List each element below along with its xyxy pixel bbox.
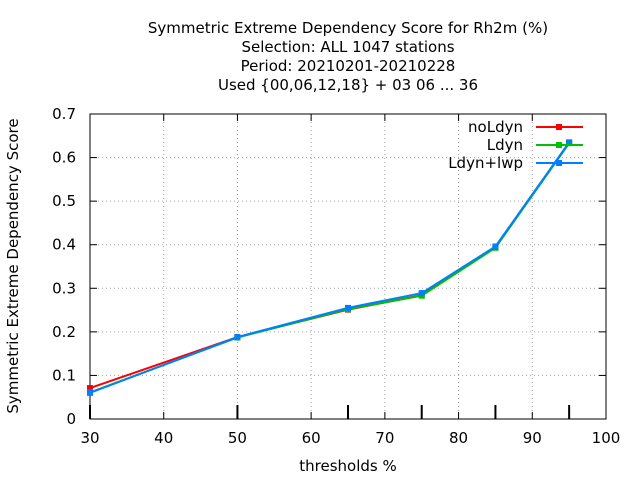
- series-line: [89, 142, 570, 394]
- data-point: [234, 334, 241, 341]
- legend-label: Ldyn+lwp: [448, 154, 523, 172]
- y-tick-label: 0.5: [52, 192, 76, 210]
- title-line-3: Period: 20210201-20210228: [241, 57, 456, 75]
- y-tick-label: 0.6: [52, 149, 76, 167]
- x-tick-label: 30: [80, 429, 99, 447]
- x-tick-label: 70: [375, 429, 394, 447]
- y-tick-label: 0.4: [52, 236, 76, 254]
- y-tick-label: 0.7: [52, 105, 76, 123]
- y-axis-label: Symmetric Extreme Dependency Score: [4, 118, 22, 413]
- data-point: [87, 385, 93, 392]
- legend-marker: [556, 142, 562, 148]
- x-axis-label: thresholds %: [299, 457, 396, 475]
- series-noLdyn: [87, 139, 573, 392]
- series-lines: [87, 139, 573, 396]
- series-Ldyn: [87, 140, 573, 396]
- y-tick-labels: 0 0.1 0.2 0.3 0.4 0.5 0.6 0.7: [52, 105, 76, 428]
- title-line-1: Symmetric Extreme Dependency Score for R…: [148, 19, 548, 37]
- series-line: [89, 141, 570, 394]
- data-point: [566, 139, 573, 146]
- x-tick-label: 50: [228, 429, 247, 447]
- x-tick-label: 90: [523, 429, 542, 447]
- data-point: [87, 389, 93, 396]
- x-tick-label: 60: [302, 429, 321, 447]
- grid-lines: [90, 114, 606, 419]
- data-point: [418, 290, 425, 297]
- y-tick-label: 0.1: [52, 366, 76, 384]
- chart-title: Symmetric Extreme Dependency Score for R…: [148, 19, 548, 94]
- legend-marker: [556, 160, 562, 166]
- legend-marker: [556, 124, 562, 130]
- legend-label: Ldyn: [487, 136, 523, 154]
- x-tick-label: 100: [592, 429, 621, 447]
- y-tick-label: 0.3: [52, 279, 76, 297]
- title-line-4: Used {00,06,12,18} + 03 06 ... 36: [218, 76, 478, 94]
- title-line-2: Selection: ALL 1047 stations: [241, 38, 454, 56]
- plot-frame: [89, 113, 607, 420]
- y-tick-label: 0: [66, 410, 76, 428]
- y-tick-label: 0.2: [52, 323, 76, 341]
- x-tick-labels: 30 40 50 60 70 80 90 100: [80, 429, 620, 447]
- legend-label: noLdyn: [468, 118, 523, 136]
- data-point: [345, 304, 351, 311]
- series-line: [89, 142, 570, 390]
- data-point: [492, 243, 499, 250]
- axis-ticks: [89, 113, 607, 420]
- x-tick-label: 80: [449, 429, 468, 447]
- x-tick-label: 40: [154, 429, 173, 447]
- series-Ldyn+lwp: [87, 139, 573, 396]
